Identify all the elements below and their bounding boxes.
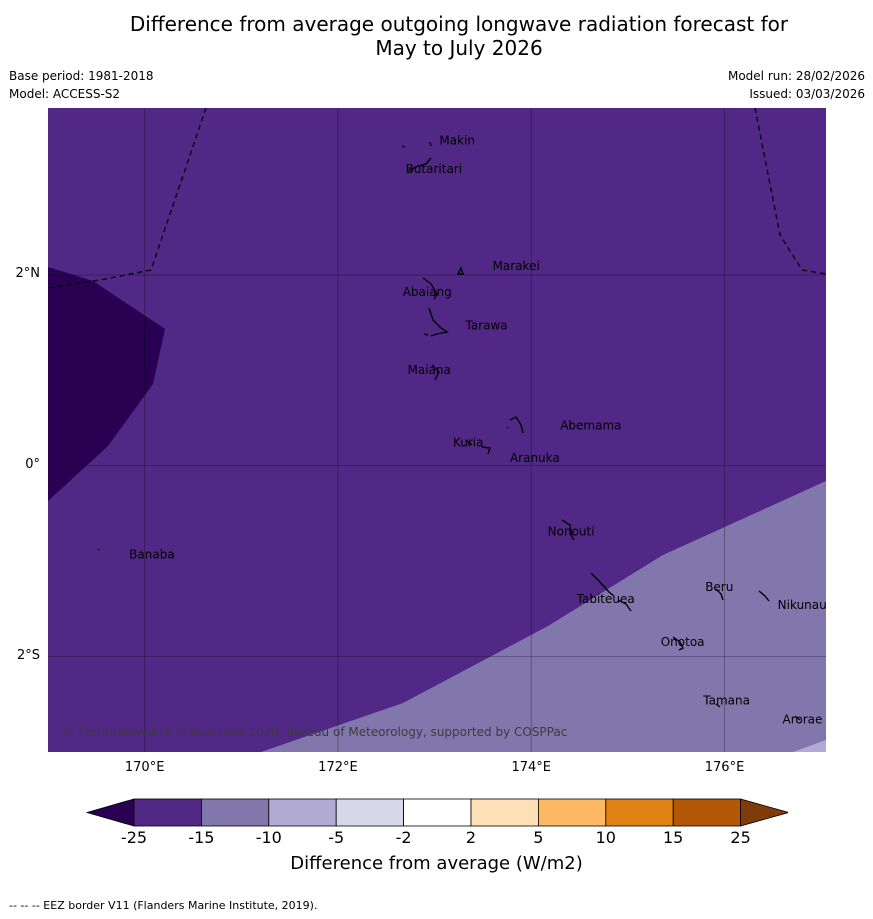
island-tabiteuea [590, 572, 632, 612]
y-tick-label-1: 0° [25, 456, 40, 472]
eez-border-east [754, 108, 826, 275]
model-name: Model: ACCESS-S2 [9, 87, 121, 101]
eez-borders [48, 108, 826, 289]
colorbar-tick-3: -5 [328, 828, 345, 847]
island-tamana [715, 703, 721, 708]
colorbar-tick-1: -15 [188, 828, 215, 847]
colorbar-cell-3 [335, 798, 404, 827]
chart-title: Difference from average outgoing longwav… [0, 12, 873, 60]
colorbar-tick-8: 15 [663, 828, 684, 847]
place-label-butaritari: Butaritari [406, 162, 463, 176]
place-label-kuria: Kuria [453, 436, 484, 450]
place-label-tamana: Tamana [702, 693, 750, 707]
place-label-makin: Makin [439, 133, 475, 147]
colorbar-title: Difference from average (W/m2) [290, 853, 583, 874]
colorbar-cells [86, 798, 788, 827]
island-abaiang [422, 277, 438, 300]
contour-minus10-to-minus5 [793, 740, 826, 752]
x-tick-label-1: 172°E [318, 760, 358, 775]
colorbar-cell-0 [133, 798, 202, 827]
island-nonouti [561, 519, 575, 541]
colorbar-tick-7: 10 [595, 828, 616, 847]
x-tick-label-3: 176°E [704, 760, 745, 775]
colorbar [86, 798, 788, 827]
place-label-abemama: Abemama [560, 419, 621, 433]
island-abemama [506, 416, 524, 434]
place-labels: Makin Butaritari Marakei Abaiang Tarawa Maian… [129, 133, 826, 726]
place-label-nonouti: Nonouti [548, 524, 595, 538]
colorbar-extend-high [740, 798, 788, 827]
meta-left: Base period: 1981-2018 Model: ACCESS-S2 [9, 67, 154, 103]
colorbar-cell-8 [672, 798, 742, 827]
place-label-tarawa: Tarawa [465, 318, 508, 332]
island-kuria [465, 439, 473, 446]
island-aranuka [481, 446, 491, 455]
island-outlines [97, 141, 801, 721]
x-tick-label-2: 174°E [511, 760, 551, 775]
colorbar-cell-6 [537, 798, 607, 827]
title-line-2: May to July 2026 [375, 36, 543, 60]
x-tick-label-0: 170°E [124, 760, 165, 775]
place-label-maiana: Maiana [408, 363, 451, 377]
colorbar-cell-1 [201, 798, 270, 827]
colorbar-extend-low [86, 798, 135, 827]
colorbar-tick-5: 2 [465, 828, 477, 847]
island-makin [401, 141, 432, 148]
island-beru [715, 588, 724, 601]
place-label-banaba: Banaba [129, 547, 175, 561]
island-maiana [431, 364, 440, 381]
place-label-abaiang: Abaiang [403, 285, 452, 299]
y-tick-label-0: 2°N [15, 265, 41, 281]
island-nikunau [758, 590, 770, 602]
colorbar-tick-4: -2 [395, 828, 412, 847]
place-label-beru: Beru [705, 580, 733, 594]
island-arorae [794, 715, 801, 721]
colorbar-tick-9: 25 [730, 828, 751, 847]
colorbar-cell-4 [403, 798, 472, 827]
island-onotoa [672, 636, 684, 651]
y-tick-label-2: 2°S [16, 647, 40, 663]
model-run: Model run: 28/02/2026 [727, 69, 865, 83]
island-marakei [456, 266, 464, 275]
base-period: Base period: 1981-2018 [9, 69, 154, 83]
eez-legend-footer: -- -- -- EEZ border V11 (Flanders Marine… [9, 899, 318, 912]
colorbar-tick-2: -10 [255, 828, 282, 847]
island-butaritari [407, 157, 432, 172]
map-plot: Makin Butaritari Marakei Abaiang Tarawa Maian… [48, 108, 826, 752]
colorbar-cell-5 [470, 798, 539, 827]
contour-minus15-to-minus10 [261, 481, 826, 752]
place-label-marakei: Marakei [493, 259, 540, 273]
island-tarawa [423, 307, 449, 337]
colorbar-tick-0: -25 [120, 828, 148, 847]
place-label-aranuka: Aranuka [510, 451, 560, 465]
colorbar-cell-2 [268, 798, 337, 827]
island-banaba [97, 548, 100, 551]
copyright-notice: © Commonwealth of Australia 2026, Bureau… [62, 725, 567, 739]
colorbar-tick-6: 5 [533, 828, 544, 847]
eez-border-west [48, 108, 207, 289]
place-label-onotoa: Onotoa [661, 635, 705, 649]
colorbar-cell-7 [605, 798, 674, 827]
gridlines [48, 108, 826, 752]
meta-right: Model run: 28/02/2026 Issued: 03/03/2026 [728, 67, 865, 103]
place-label-tabiteuea: Tabiteuea [576, 592, 635, 606]
contour-below-minus25 [48, 267, 165, 501]
title-line-1: Difference from average outgoing longwav… [129, 12, 789, 36]
place-label-nikunau: Nikunau [778, 598, 826, 612]
issued-date: Issued: 03/03/2026 [749, 87, 865, 101]
place-label-arorae: Arorae [783, 712, 823, 726]
